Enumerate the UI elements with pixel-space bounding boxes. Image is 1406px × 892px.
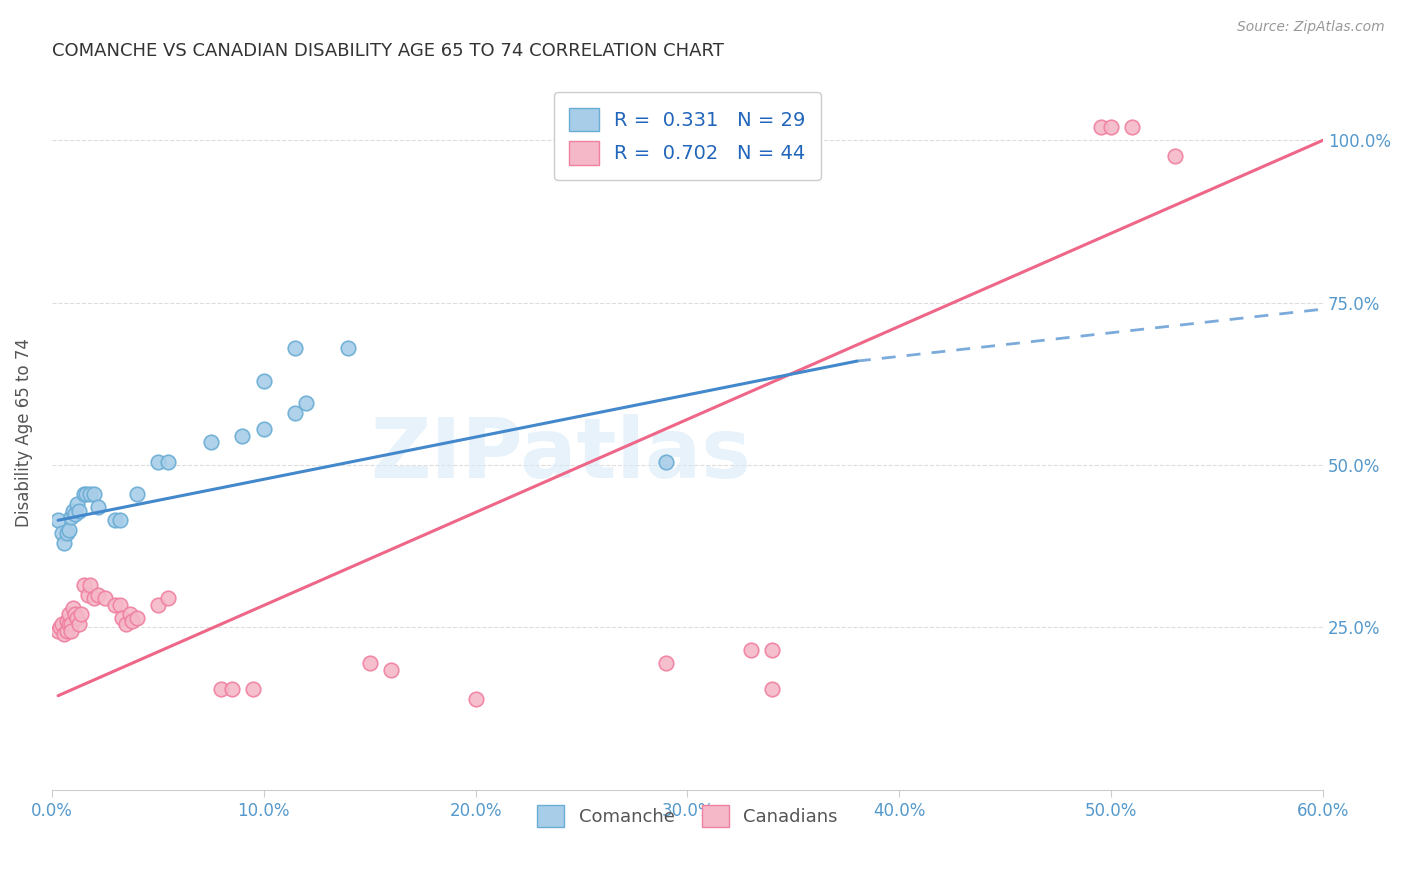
Point bbox=[120, 607, 142, 622]
Point bbox=[59, 624, 82, 638]
Point bbox=[79, 487, 101, 501]
Point bbox=[115, 617, 138, 632]
Point bbox=[209, 682, 232, 697]
Point bbox=[108, 598, 131, 612]
Point bbox=[62, 503, 84, 517]
Point bbox=[83, 591, 105, 606]
Point bbox=[121, 614, 143, 628]
Point bbox=[337, 341, 360, 355]
Point bbox=[104, 598, 127, 612]
Point bbox=[55, 614, 77, 628]
Point bbox=[740, 643, 762, 657]
Point bbox=[295, 396, 318, 410]
Y-axis label: Disability Age 65 to 74: Disability Age 65 to 74 bbox=[15, 338, 32, 527]
Point bbox=[87, 500, 110, 515]
Point bbox=[72, 487, 94, 501]
Point bbox=[79, 578, 101, 592]
Point bbox=[87, 588, 110, 602]
Point bbox=[146, 598, 169, 612]
Point bbox=[53, 627, 76, 641]
Point bbox=[72, 578, 94, 592]
Point bbox=[1121, 120, 1143, 135]
Point bbox=[66, 611, 89, 625]
Point bbox=[284, 406, 307, 420]
Point bbox=[76, 588, 98, 602]
Point bbox=[59, 617, 82, 632]
Point bbox=[49, 620, 72, 634]
Point bbox=[157, 591, 180, 606]
Point bbox=[655, 455, 678, 469]
Point bbox=[655, 657, 678, 671]
Point bbox=[231, 429, 253, 443]
Point bbox=[53, 536, 76, 550]
Point bbox=[380, 663, 402, 677]
Point bbox=[125, 487, 148, 501]
Point bbox=[111, 611, 134, 625]
Point bbox=[1099, 120, 1122, 135]
Point bbox=[359, 657, 381, 671]
Point bbox=[284, 341, 307, 355]
Point bbox=[62, 601, 84, 615]
Point bbox=[1164, 149, 1187, 163]
Point bbox=[464, 692, 486, 706]
Point bbox=[200, 435, 222, 450]
Point bbox=[253, 422, 276, 436]
Point bbox=[55, 526, 77, 541]
Point bbox=[63, 607, 86, 622]
Point bbox=[58, 523, 80, 537]
Point bbox=[46, 513, 69, 527]
Point bbox=[253, 374, 276, 388]
Point bbox=[93, 591, 115, 606]
Point bbox=[125, 611, 148, 625]
Point bbox=[51, 526, 73, 541]
Point bbox=[59, 510, 82, 524]
Point bbox=[51, 617, 73, 632]
Point bbox=[58, 617, 80, 632]
Point bbox=[70, 607, 93, 622]
Point bbox=[66, 497, 89, 511]
Point bbox=[83, 487, 105, 501]
Point bbox=[58, 607, 80, 622]
Point bbox=[146, 455, 169, 469]
Point bbox=[63, 507, 86, 521]
Point bbox=[108, 513, 131, 527]
Point bbox=[242, 682, 264, 697]
Point bbox=[46, 624, 69, 638]
Point bbox=[761, 682, 783, 697]
Point bbox=[761, 643, 783, 657]
Point bbox=[67, 503, 90, 517]
Point bbox=[1090, 120, 1112, 135]
Point bbox=[55, 624, 77, 638]
Point bbox=[104, 513, 127, 527]
Text: COMANCHE VS CANADIAN DISABILITY AGE 65 TO 74 CORRELATION CHART: COMANCHE VS CANADIAN DISABILITY AGE 65 T… bbox=[52, 42, 724, 60]
Point bbox=[67, 617, 90, 632]
Legend: Comanche, Canadians: Comanche, Canadians bbox=[530, 798, 845, 835]
Text: Source: ZipAtlas.com: Source: ZipAtlas.com bbox=[1237, 20, 1385, 34]
Text: ZIPatlas: ZIPatlas bbox=[370, 414, 751, 494]
Point bbox=[221, 682, 243, 697]
Point bbox=[75, 487, 97, 501]
Point bbox=[157, 455, 180, 469]
